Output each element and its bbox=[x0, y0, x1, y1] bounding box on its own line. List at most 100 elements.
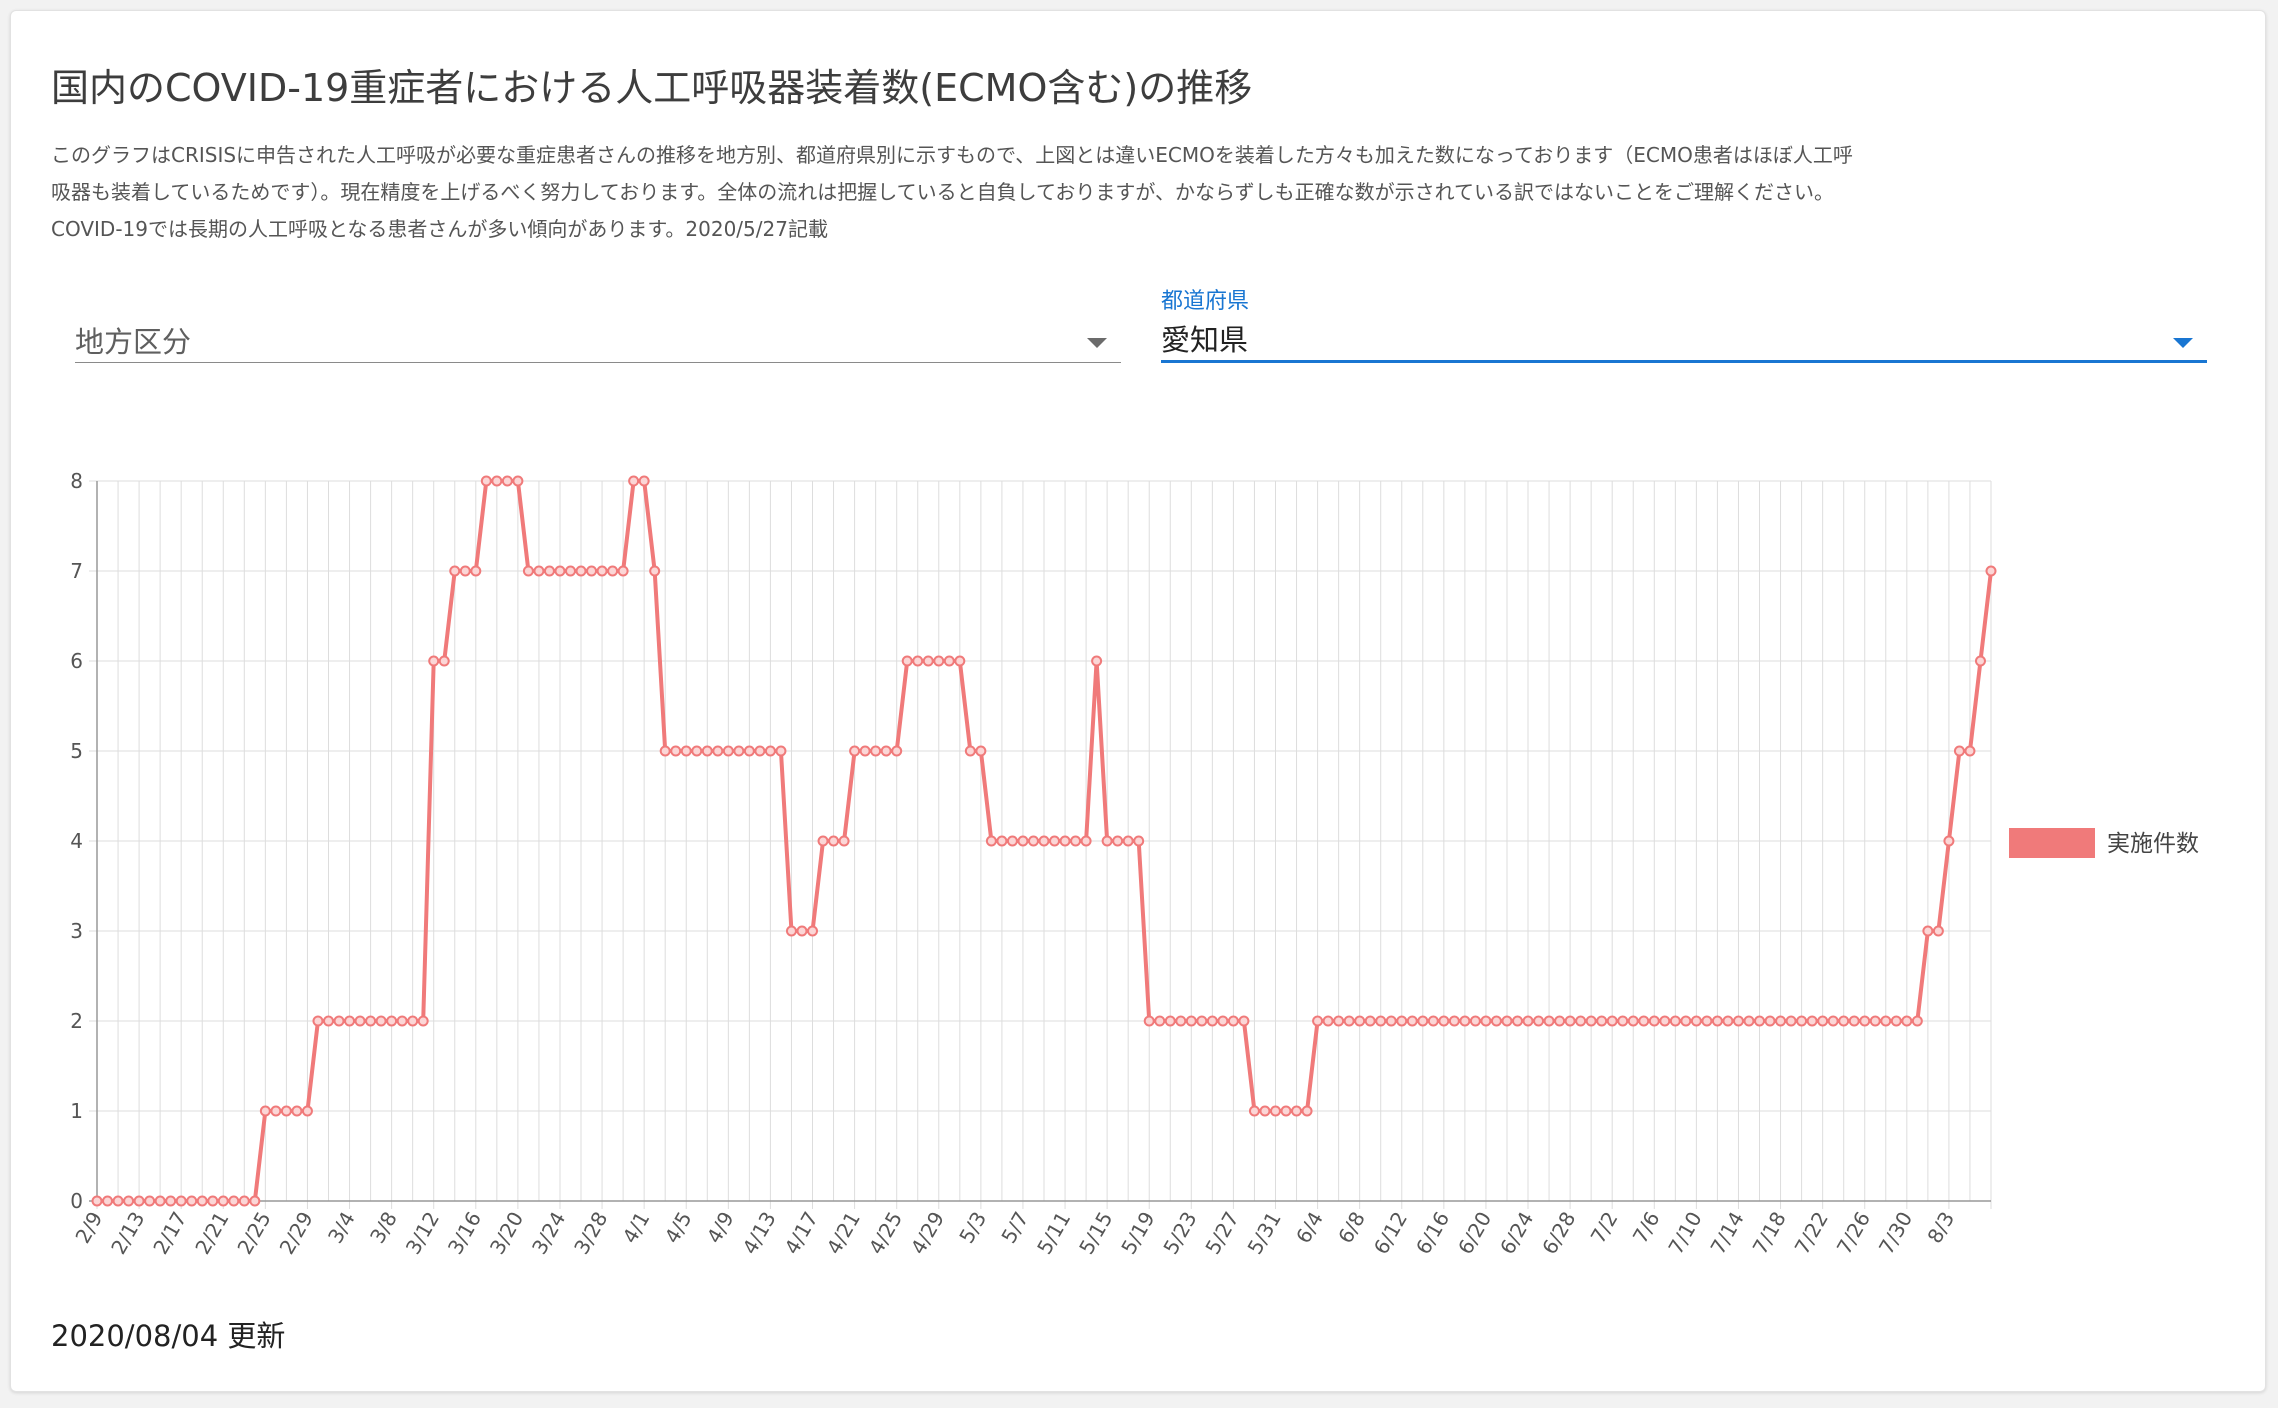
data-point bbox=[1038, 835, 1050, 847]
data-point bbox=[1785, 1015, 1797, 1027]
prefecture-select-value: 愛知県 bbox=[1161, 323, 1249, 357]
data-point bbox=[291, 1105, 303, 1117]
data-point bbox=[1354, 1015, 1366, 1027]
data-point bbox=[1343, 1015, 1355, 1027]
data-point bbox=[1017, 835, 1029, 847]
dropdown-arrow-icon[interactable] bbox=[2173, 338, 2193, 348]
x-tick-label: 4/9 bbox=[702, 1208, 739, 1248]
data-point bbox=[1238, 1015, 1250, 1027]
data-point bbox=[607, 565, 619, 577]
x-tick-label: 4/29 bbox=[906, 1208, 949, 1259]
data-point bbox=[1164, 1015, 1176, 1027]
x-tick-label: 2/25 bbox=[232, 1208, 275, 1259]
data-point bbox=[596, 565, 608, 577]
data-point bbox=[1133, 835, 1145, 847]
data-point bbox=[522, 565, 534, 577]
data-point bbox=[1059, 835, 1071, 847]
data-point bbox=[617, 565, 629, 577]
data-point bbox=[1512, 1015, 1523, 1027]
data-point bbox=[922, 655, 934, 667]
data-point bbox=[985, 835, 997, 847]
x-tick-label: 6/4 bbox=[1291, 1208, 1328, 1248]
data-point bbox=[849, 745, 861, 757]
data-point bbox=[764, 745, 776, 757]
region-select[interactable]: 地方区分 bbox=[75, 311, 1121, 363]
x-tick-label: 5/23 bbox=[1158, 1208, 1201, 1259]
data-point bbox=[123, 1195, 135, 1207]
data-point bbox=[1732, 1015, 1744, 1027]
x-tick-label: 5/27 bbox=[1200, 1208, 1243, 1259]
data-point bbox=[817, 835, 829, 847]
data-point bbox=[449, 565, 461, 577]
select-underline bbox=[75, 362, 1121, 363]
prefecture-select[interactable]: 都道府県 愛知県 bbox=[1161, 283, 2207, 363]
data-point bbox=[144, 1195, 156, 1207]
data-point bbox=[754, 745, 766, 757]
data-point bbox=[1775, 1015, 1787, 1027]
x-tick-label: 2/17 bbox=[148, 1208, 191, 1259]
data-point bbox=[1322, 1015, 1334, 1027]
data-point bbox=[1669, 1015, 1681, 1027]
data-point bbox=[1764, 1015, 1776, 1027]
x-tick-label: 3/4 bbox=[323, 1208, 360, 1248]
data-point bbox=[1049, 835, 1061, 847]
data-point bbox=[1027, 835, 1039, 847]
y-tick-label: 0 bbox=[70, 1189, 83, 1213]
data-point bbox=[470, 565, 482, 577]
data-point bbox=[1722, 1015, 1734, 1027]
data-point bbox=[964, 745, 976, 757]
data-point bbox=[249, 1195, 261, 1207]
x-tick-label: 4/21 bbox=[822, 1208, 865, 1259]
x-tick-label: 4/25 bbox=[864, 1208, 907, 1259]
x-tick-label: 5/11 bbox=[1032, 1208, 1075, 1259]
x-tick-label: 7/22 bbox=[1790, 1208, 1833, 1259]
data-point bbox=[1848, 1015, 1860, 1027]
data-point bbox=[1206, 1015, 1218, 1027]
data-point bbox=[659, 745, 671, 757]
x-tick-label: 3/20 bbox=[485, 1208, 528, 1259]
x-tick-label: 3/28 bbox=[569, 1208, 612, 1259]
data-point bbox=[491, 475, 503, 487]
x-tick-label: 3/8 bbox=[365, 1208, 402, 1248]
y-tick-label: 3 bbox=[70, 919, 83, 943]
data-point bbox=[344, 1015, 356, 1027]
prefecture-select-label: 都道府県 bbox=[1161, 289, 1250, 314]
data-point bbox=[1480, 1015, 1492, 1027]
data-point bbox=[1964, 745, 1976, 757]
y-tick-label: 2 bbox=[70, 1009, 83, 1033]
x-tick-label: 6/12 bbox=[1369, 1208, 1412, 1259]
x-tick-label: 7/14 bbox=[1706, 1208, 1749, 1259]
dropdown-arrow-icon[interactable] bbox=[1087, 338, 1107, 348]
data-point bbox=[217, 1195, 229, 1207]
x-tick-label: 2/9 bbox=[70, 1208, 107, 1248]
data-point bbox=[438, 655, 450, 667]
data-point bbox=[1280, 1105, 1292, 1117]
x-tick-label: 6/20 bbox=[1453, 1208, 1496, 1259]
x-tick-label: 7/26 bbox=[1832, 1208, 1875, 1259]
data-point bbox=[1175, 1015, 1187, 1027]
x-tick-label: 6/28 bbox=[1537, 1208, 1580, 1259]
x-tick-label: 7/6 bbox=[1628, 1208, 1665, 1248]
data-point bbox=[1554, 1015, 1566, 1027]
data-point bbox=[1690, 1015, 1702, 1027]
data-point bbox=[1101, 835, 1113, 847]
x-tick-label: 7/18 bbox=[1748, 1208, 1791, 1259]
x-tick-label: 4/17 bbox=[780, 1208, 823, 1259]
x-tick-label: 4/13 bbox=[738, 1208, 781, 1259]
data-point bbox=[238, 1195, 250, 1207]
data-point bbox=[91, 1195, 103, 1207]
x-tick-label: 7/10 bbox=[1663, 1208, 1706, 1259]
y-tick-label: 5 bbox=[70, 739, 83, 763]
data-point bbox=[1796, 1015, 1808, 1027]
data-point bbox=[1438, 1015, 1450, 1027]
data-point bbox=[933, 655, 945, 667]
data-point bbox=[775, 745, 787, 757]
data-point bbox=[1375, 1015, 1387, 1027]
data-point bbox=[1427, 1015, 1439, 1027]
data-point bbox=[1112, 835, 1124, 847]
data-point bbox=[1364, 1015, 1376, 1027]
data-point bbox=[1564, 1015, 1576, 1027]
data-point bbox=[996, 835, 1008, 847]
x-tick-label: 3/12 bbox=[401, 1208, 444, 1259]
